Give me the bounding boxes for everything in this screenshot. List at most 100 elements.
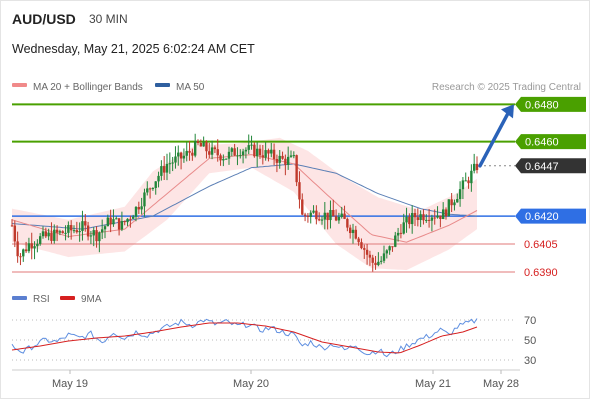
candle xyxy=(36,239,39,253)
candle xyxy=(388,245,391,255)
candle xyxy=(301,193,304,216)
candle xyxy=(115,216,118,220)
candle xyxy=(92,227,95,247)
candle xyxy=(134,206,138,222)
candle xyxy=(171,156,174,172)
candle xyxy=(255,142,259,168)
candle xyxy=(131,214,135,219)
candle xyxy=(69,220,73,240)
candle xyxy=(337,212,341,224)
candle xyxy=(391,246,394,252)
candle xyxy=(64,225,67,241)
candle xyxy=(146,181,149,196)
candle xyxy=(253,142,256,158)
candle xyxy=(348,224,352,239)
candle xyxy=(126,218,129,227)
candle xyxy=(75,221,79,234)
candle xyxy=(24,241,28,253)
credit-label: Research © 2025 Trading Central xyxy=(432,82,581,93)
candle xyxy=(241,148,245,164)
candle xyxy=(374,255,377,270)
candle xyxy=(346,217,349,232)
level-tag-0.6480 xyxy=(515,96,586,112)
rsi-tick-50: 50 xyxy=(524,335,536,347)
rsi-line xyxy=(11,318,478,358)
candle xyxy=(326,212,329,230)
level-label-0.6460: 0.6460 xyxy=(525,137,559,149)
candle xyxy=(272,143,276,166)
candle xyxy=(278,150,281,169)
candle xyxy=(129,215,132,228)
candle xyxy=(233,143,236,156)
candle xyxy=(55,225,59,242)
candle xyxy=(13,220,17,248)
candle xyxy=(323,201,327,230)
candle xyxy=(464,172,467,182)
candle xyxy=(379,256,383,265)
level-label-0.6390: 0.6390 xyxy=(524,267,558,279)
candle xyxy=(44,227,48,239)
candle xyxy=(453,199,456,211)
symbol-title: AUD/USD xyxy=(12,11,76,27)
candle xyxy=(441,202,445,220)
candle xyxy=(447,199,451,217)
candle xyxy=(67,221,70,238)
candle xyxy=(10,219,14,227)
rsi-panel: 70 50 30 xyxy=(11,315,536,367)
timeframe-label: 30 MIN xyxy=(89,12,128,26)
candle xyxy=(143,188,146,217)
ma50-legend-label: MA 50 xyxy=(176,82,205,93)
level-lines xyxy=(12,103,515,273)
candle xyxy=(191,148,194,161)
candle xyxy=(41,226,45,239)
candle xyxy=(427,208,431,228)
candle xyxy=(216,139,219,162)
candlesticks xyxy=(10,133,479,272)
candle xyxy=(213,145,217,154)
candle xyxy=(103,224,107,239)
candle xyxy=(430,214,434,232)
candle xyxy=(148,187,152,199)
candle xyxy=(196,139,200,146)
candle xyxy=(137,201,141,215)
candle xyxy=(222,154,225,167)
candle xyxy=(365,244,369,265)
candle xyxy=(38,233,42,246)
candle xyxy=(50,222,53,244)
rsi-tick-70: 70 xyxy=(524,315,536,327)
candle xyxy=(188,141,191,161)
candle xyxy=(270,142,273,158)
candle xyxy=(140,197,143,215)
candle xyxy=(177,145,180,166)
candle xyxy=(151,187,155,191)
candle xyxy=(444,207,448,220)
rsi-legend-label: RSI xyxy=(33,294,50,305)
candle xyxy=(422,209,425,225)
candle xyxy=(162,156,166,180)
candle xyxy=(244,147,248,159)
candle xyxy=(199,139,203,147)
rsi-tick-30: 30 xyxy=(524,355,536,367)
candle xyxy=(123,220,126,226)
x-tick-label: May 19 xyxy=(52,378,88,390)
candle xyxy=(247,134,250,155)
candle xyxy=(53,224,56,244)
candle xyxy=(165,153,169,181)
candle xyxy=(289,150,293,158)
x-axis: May 19 May 20 May 21 May 28 xyxy=(52,370,519,390)
candle xyxy=(399,224,403,239)
candle xyxy=(416,208,420,227)
candle xyxy=(230,147,234,157)
candle xyxy=(286,146,290,170)
candle xyxy=(419,210,422,228)
level-label-0.6420: 0.6420 xyxy=(525,211,559,223)
candle xyxy=(377,252,380,267)
rsi-ma-legend-swatch xyxy=(60,296,75,300)
candle xyxy=(100,219,104,240)
candle xyxy=(58,229,62,236)
candle xyxy=(371,254,374,272)
moving-averages xyxy=(11,154,478,243)
candle xyxy=(320,216,324,225)
candle xyxy=(250,135,253,150)
